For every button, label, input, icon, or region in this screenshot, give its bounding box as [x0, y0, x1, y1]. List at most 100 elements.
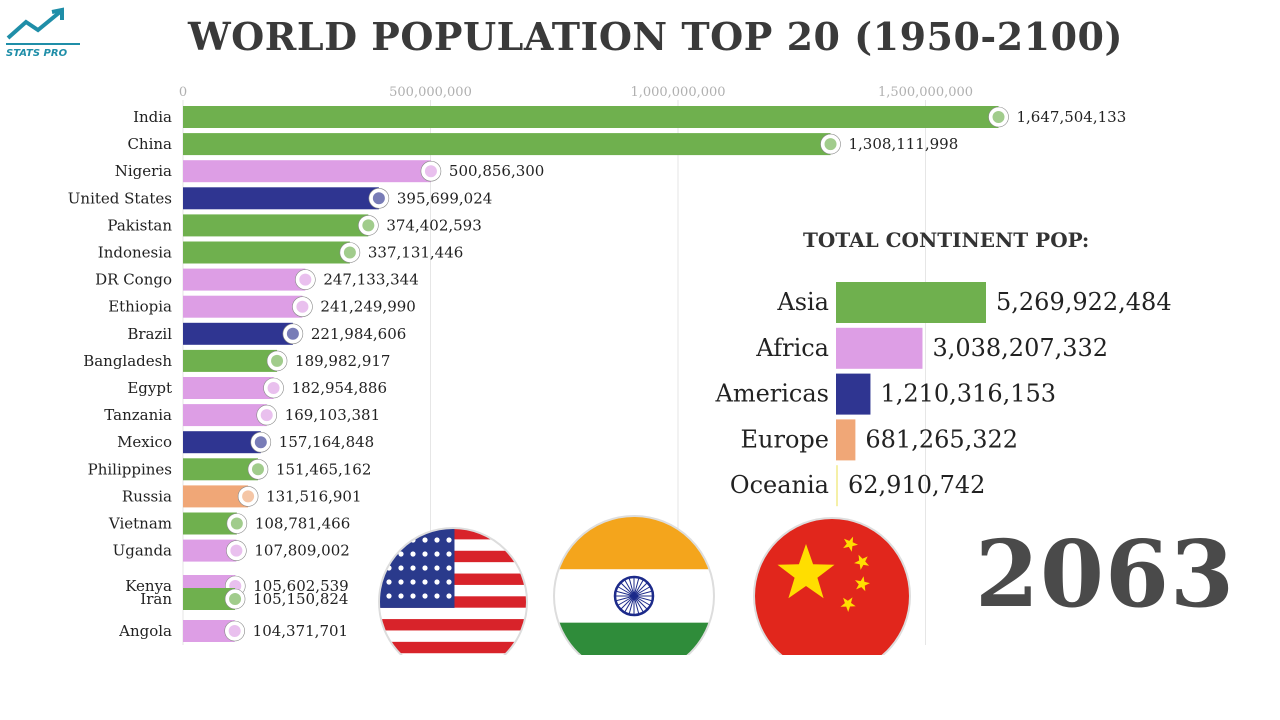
value-label: 189,982,917	[295, 352, 390, 370]
bar-indonesia	[183, 241, 350, 264]
flag-marker-inner	[299, 273, 312, 286]
continent-value-label: 681,265,322	[865, 425, 1018, 453]
category-label: India	[133, 108, 172, 126]
continent-label: Africa	[755, 334, 829, 362]
bar-brazil	[183, 322, 293, 345]
flag-marker-inner	[230, 517, 243, 530]
category-label: Russia	[122, 487, 172, 505]
flag-marker-inner	[372, 192, 385, 205]
india-flag-icon	[553, 515, 715, 677]
logo-text: STATS PRO	[6, 48, 68, 59]
chart-trend-icon	[6, 7, 80, 45]
x-tick-label: 1,000,000,000	[630, 85, 725, 100]
value-label: 374,402,593	[386, 216, 481, 234]
bar-russia	[183, 485, 249, 508]
category-label: Tanzania	[104, 406, 172, 424]
chart-title: WORLD POPULATION TOP 20 (1950-2100)	[188, 14, 1123, 59]
value-label: 1,647,504,133	[1017, 108, 1127, 126]
bar-india	[183, 106, 999, 128]
value-label: 1,308,111,998	[849, 135, 959, 153]
flag-marker-inner	[230, 544, 243, 557]
continent-bar-oceania	[836, 465, 838, 507]
value-label: 169,103,381	[285, 406, 380, 424]
bar-angola	[183, 620, 235, 642]
bar-china	[183, 133, 831, 156]
flag-marker-inner	[362, 219, 375, 232]
china-flag-icon	[753, 517, 911, 675]
category-label: Indonesia	[98, 244, 172, 262]
category-label: Mexico	[117, 433, 172, 451]
continent-label: Europe	[741, 425, 829, 453]
continent-label: Oceania	[730, 471, 829, 499]
continent-bar-americas	[836, 373, 871, 415]
flag-marker-inner	[296, 300, 309, 313]
category-label: China	[127, 135, 172, 153]
category-label: Egypt	[127, 379, 172, 397]
flag-marker-inner	[424, 165, 437, 178]
flag-marker-inner	[343, 246, 356, 259]
continent-value-label: 1,210,316,153	[880, 380, 1056, 408]
bar-ethiopia	[183, 295, 303, 318]
category-label: Angola	[118, 622, 172, 640]
category-label: Ethiopia	[108, 298, 172, 316]
category-label: Pakistan	[107, 216, 172, 234]
category-label: Iran	[140, 590, 172, 608]
value-label: 247,133,344	[323, 271, 418, 289]
value-label: 157,164,848	[279, 433, 374, 451]
continent-title: TOTAL CONTINENT POP:	[803, 228, 1090, 252]
continent-bar-africa	[836, 327, 923, 369]
bar-united-states	[183, 187, 379, 210]
flag-marker-inner	[251, 463, 264, 476]
value-label: 241,249,990	[320, 298, 415, 316]
bar-pakistan	[183, 214, 369, 237]
value-label: 104,371,701	[253, 622, 348, 640]
flag-marker-inner	[271, 354, 284, 367]
stats-pro-logo: STATS PRO	[0, 0, 92, 86]
flag-marker-inner	[254, 436, 267, 449]
value-label: 131,516,901	[266, 487, 361, 505]
bar-mexico	[183, 431, 261, 454]
flag-marker-inner	[286, 327, 299, 340]
value-label: 182,954,886	[292, 379, 387, 397]
flag-marker-inner	[228, 625, 241, 637]
continent-label: Americas	[714, 380, 829, 408]
category-label: Nigeria	[115, 162, 172, 180]
value-label: 500,856,300	[449, 162, 544, 180]
continent-value-label: 5,269,922,484	[996, 288, 1172, 316]
category-label: United States	[68, 189, 172, 207]
flag-marker-inner	[992, 111, 1005, 123]
flag-marker-inner	[260, 409, 273, 422]
category-label: DR Congo	[95, 271, 172, 289]
category-label: Uganda	[113, 542, 172, 560]
value-label: 395,699,024	[397, 189, 492, 207]
value-label: 105,602,539	[253, 577, 348, 595]
value-label: 108,781,466	[255, 515, 350, 533]
value-label: 107,809,002	[254, 542, 349, 560]
bar-egypt	[183, 377, 274, 399]
continent-value-label: 3,038,207,332	[932, 334, 1108, 362]
flag-marker-inner	[242, 490, 255, 503]
bar-bangladesh	[183, 349, 278, 372]
value-label: 337,131,446	[368, 244, 463, 262]
x-tick-label: 0	[179, 85, 187, 100]
bar-iran	[183, 588, 236, 610]
flag-marker-inner	[824, 138, 837, 151]
value-label: 105,150,824	[253, 590, 348, 608]
bar-vietnam	[183, 512, 237, 535]
bar-tanzania	[183, 404, 267, 427]
category-label: Philippines	[88, 460, 172, 478]
category-label: Bangladesh	[83, 352, 172, 370]
continent-value-label: 62,910,742	[848, 471, 985, 499]
continent-label: Asia	[776, 288, 829, 316]
bar-nigeria	[183, 160, 431, 183]
continent-bar-asia	[836, 282, 986, 323]
bar-philippines	[183, 458, 258, 481]
value-label: 221,984,606	[311, 325, 406, 343]
category-label: Brazil	[127, 325, 172, 343]
bar-uganda	[183, 539, 237, 562]
x-tick-label: 500,000,000	[389, 85, 472, 100]
continent-bar-europe	[836, 419, 856, 461]
flag-marker-inner	[267, 382, 280, 394]
bar-dr-congo	[183, 268, 306, 291]
